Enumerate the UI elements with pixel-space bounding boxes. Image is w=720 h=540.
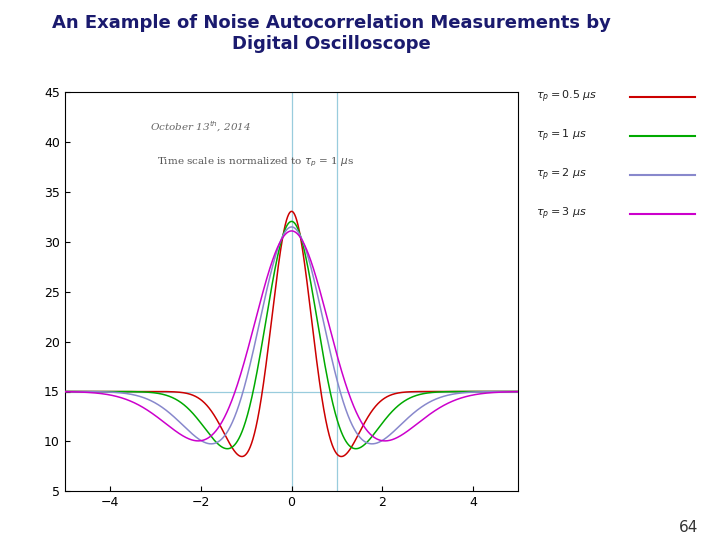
Text: Digital Oscilloscope: Digital Oscilloscope [232,35,431,53]
Text: 64: 64 [679,519,698,535]
Text: October 13$^{th}$, 2014: October 13$^{th}$, 2014 [150,120,251,134]
Text: $\tau_p = 3\ \mu s$: $\tau_p = 3\ \mu s$ [536,206,588,222]
Text: An Example of Noise Autocorrelation Measurements by: An Example of Noise Autocorrelation Meas… [52,14,611,31]
Text: $\tau_p = 0.5\ \mu s$: $\tau_p = 0.5\ \mu s$ [536,89,598,105]
Text: Time scale is normalized to $\tau_p$ = 1 $\mu$s: Time scale is normalized to $\tau_p$ = 1… [157,156,354,169]
Text: $\tau_p = 1\ \mu s$: $\tau_p = 1\ \mu s$ [536,128,588,144]
Text: $\tau_p = 2\ \mu s$: $\tau_p = 2\ \mu s$ [536,167,588,183]
